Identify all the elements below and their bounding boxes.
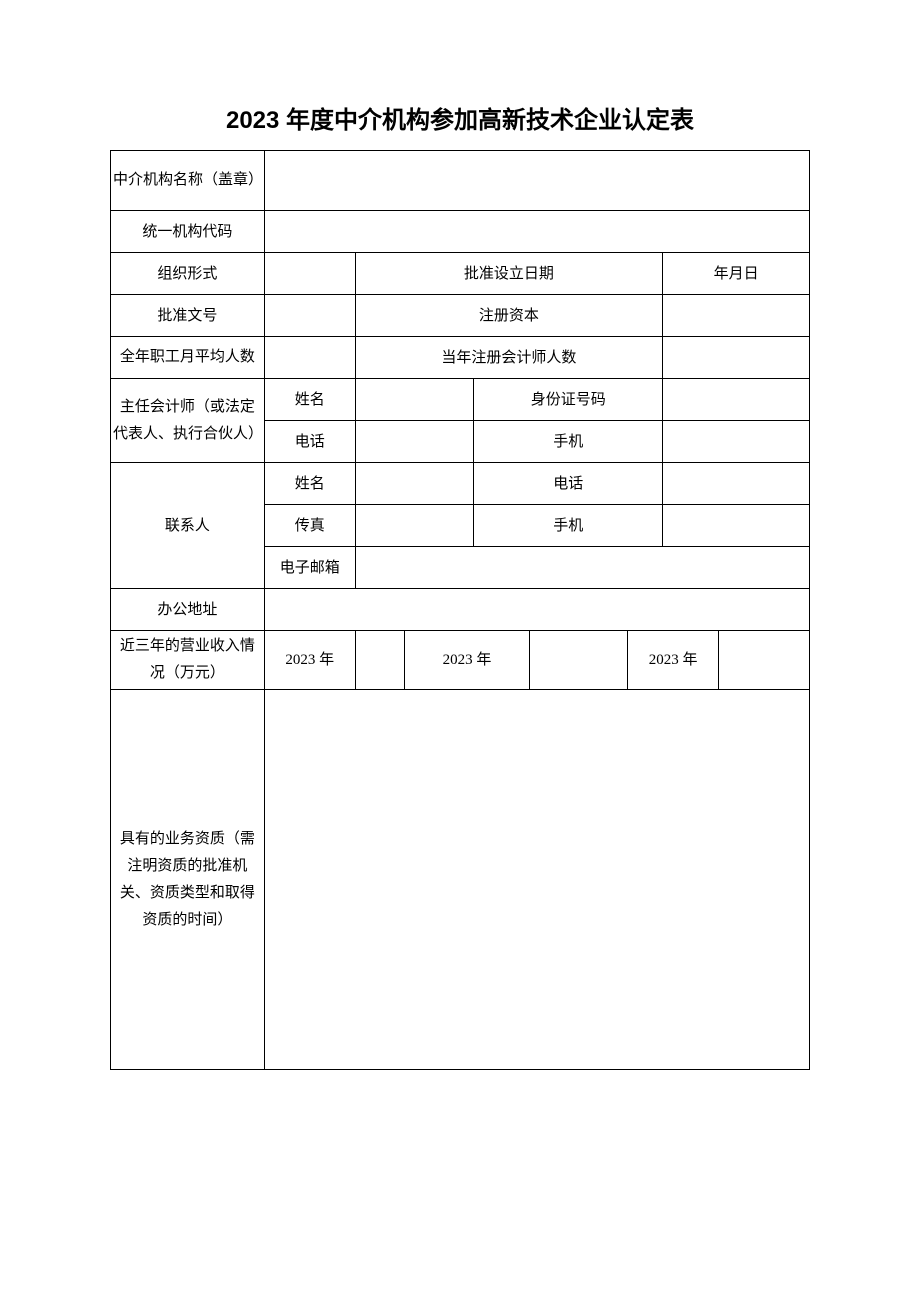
- contact-phone-value: [663, 463, 810, 505]
- cpa-count-label: 当年注册会计师人数: [355, 337, 663, 379]
- chief-accountant-label: 主任会计师（或法定代表人、执行合伙人）: [111, 379, 265, 463]
- org-code-value: [264, 211, 809, 253]
- qualification-label: 具有的业务资质（需注明资质的批准机关、资质类型和取得资质的时间）: [111, 690, 265, 1070]
- qualification-value: [264, 690, 809, 1070]
- org-form-value: [264, 253, 355, 295]
- year2-value: [530, 631, 628, 690]
- fax-label: 传真: [264, 505, 355, 547]
- org-code-label: 统一机构代码: [111, 211, 265, 253]
- agency-name-value: [264, 151, 809, 211]
- avg-employees-value: [264, 337, 355, 379]
- address-value: [264, 589, 809, 631]
- year3-label: 2023 年: [628, 631, 719, 690]
- agency-name-label: 中介机构名称（盖章）: [111, 151, 265, 211]
- contact-phone-label: 电话: [474, 463, 663, 505]
- reg-capital-label: 注册资本: [355, 295, 663, 337]
- approval-date-value: 年月日: [663, 253, 810, 295]
- contact-name-value: [355, 463, 474, 505]
- year3-value: [719, 631, 810, 690]
- cpa-count-value: [663, 337, 810, 379]
- chief-name-label: 姓名: [264, 379, 355, 421]
- avg-employees-label: 全年职工月平均人数: [111, 337, 265, 379]
- approval-no-value: [264, 295, 355, 337]
- chief-mobile-value: [663, 421, 810, 463]
- chief-mobile-label: 手机: [474, 421, 663, 463]
- chief-id-value: [663, 379, 810, 421]
- chief-phone-value: [355, 421, 474, 463]
- fax-value: [355, 505, 474, 547]
- year1-label: 2023 年: [264, 631, 355, 690]
- address-label: 办公地址: [111, 589, 265, 631]
- contact-mobile-value: [663, 505, 810, 547]
- contact-label: 联系人: [111, 463, 265, 589]
- chief-phone-label: 电话: [264, 421, 355, 463]
- chief-name-value: [355, 379, 474, 421]
- page-title: 2023 年度中介机构参加高新技术企业认定表: [110, 100, 810, 135]
- email-value: [355, 547, 809, 589]
- year2-label: 2023 年: [404, 631, 530, 690]
- reg-capital-value: [663, 295, 810, 337]
- chief-id-label: 身份证号码: [474, 379, 663, 421]
- approval-no-label: 批准文号: [111, 295, 265, 337]
- email-label: 电子邮箱: [264, 547, 355, 589]
- approval-date-label: 批准设立日期: [355, 253, 663, 295]
- year1-value: [355, 631, 404, 690]
- contact-mobile-label: 手机: [474, 505, 663, 547]
- org-form-label: 组织形式: [111, 253, 265, 295]
- revenue-label: 近三年的营业收入情况（万元）: [111, 631, 265, 690]
- contact-name-label: 姓名: [264, 463, 355, 505]
- form-table: 中介机构名称（盖章） 统一机构代码 组织形式 批准设立日期 年月日 批准文号 注…: [110, 150, 810, 1070]
